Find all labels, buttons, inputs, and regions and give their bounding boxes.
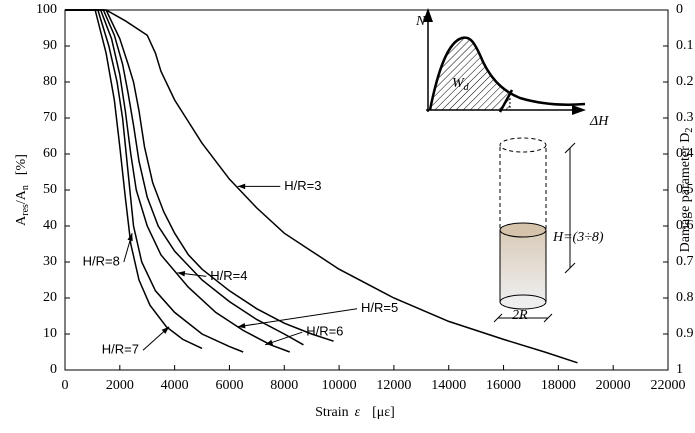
x-tick-label: 4000 bbox=[161, 378, 189, 393]
x-tick-label: 10000 bbox=[322, 378, 357, 393]
y2-tick-label: 0.3 bbox=[676, 110, 694, 125]
y2-tick-label: 0.8 bbox=[676, 290, 694, 305]
y2-axis-label: Damage parameter D2 bbox=[678, 128, 695, 253]
y-tick-label: 30 bbox=[43, 254, 57, 269]
series-label: H/R=5 bbox=[361, 300, 398, 315]
y2-tick-label: 0 bbox=[676, 2, 683, 17]
x-tick-label: 14000 bbox=[431, 378, 466, 393]
y-label-unit: [%] bbox=[14, 154, 29, 175]
y2-tick-label: 0.5 bbox=[676, 182, 694, 197]
series-label: H/R=4 bbox=[210, 268, 247, 283]
series-line bbox=[65, 9, 578, 364]
y-tick-label: 40 bbox=[43, 218, 57, 233]
x-label-unit: [με] bbox=[372, 405, 395, 420]
arrow-head bbox=[127, 233, 133, 242]
work-symbol: W bbox=[452, 76, 465, 91]
y-label-text2: /A bbox=[14, 189, 29, 204]
y-tick-label: 0 bbox=[50, 362, 57, 377]
series-line bbox=[65, 9, 244, 353]
diameter-label: 2R bbox=[512, 308, 528, 323]
y-label-text: A bbox=[14, 215, 29, 226]
work-subscript: d bbox=[464, 82, 470, 93]
x-axis-label: Strain ε [με] bbox=[315, 405, 395, 420]
series-line bbox=[65, 9, 291, 353]
x-tick-label: 22000 bbox=[651, 378, 686, 393]
x-tick-label: 6000 bbox=[215, 378, 243, 393]
y-axis-label: Ares/An [%] bbox=[14, 154, 31, 226]
y-tick-label: 100 bbox=[36, 2, 57, 17]
y2-tick-label: 0.7 bbox=[676, 254, 694, 269]
arrow-head bbox=[237, 322, 246, 329]
y-tick-label: 10 bbox=[43, 326, 57, 341]
y-label-sub2: n bbox=[20, 185, 31, 190]
y2-tick-label: 0.6 bbox=[676, 218, 694, 233]
x-label-text: Strain bbox=[315, 405, 348, 420]
force-label: N bbox=[415, 14, 426, 29]
x-tick-label: 20000 bbox=[596, 378, 631, 393]
inset-cylinder: H=(3÷8) 2R bbox=[493, 137, 604, 323]
series-line bbox=[65, 9, 203, 350]
x-tick-label: 2000 bbox=[106, 378, 134, 393]
y-tick-label: 50 bbox=[43, 182, 57, 197]
displacement-label: ΔH bbox=[589, 114, 609, 129]
work-label: Wd bbox=[452, 76, 470, 93]
x-tick-label: 12000 bbox=[376, 378, 411, 393]
arrow-head bbox=[177, 271, 186, 277]
series-label: H/R=7 bbox=[102, 342, 139, 357]
series-line bbox=[65, 9, 304, 346]
y2-label-text: Damage parameter D bbox=[678, 133, 693, 253]
y-tick-label: 90 bbox=[43, 38, 57, 53]
arrow-head bbox=[161, 326, 170, 334]
x-tick-label: 16000 bbox=[486, 378, 521, 393]
y-tick-label: 80 bbox=[43, 74, 57, 89]
inset-diagram: N ΔH Wd bbox=[415, 8, 609, 129]
series-label: H/R=8 bbox=[83, 253, 120, 268]
y2-tick-label: 0.9 bbox=[676, 326, 694, 341]
arrow-head bbox=[265, 339, 274, 345]
x-label-symbol: ε bbox=[355, 405, 361, 420]
y-tick-label: 70 bbox=[43, 110, 57, 125]
label-arrow bbox=[237, 308, 358, 328]
y2-tick-label: 0.2 bbox=[676, 74, 694, 89]
y2-tick-label: 0.4 bbox=[676, 146, 694, 161]
series-label: H/R=6 bbox=[306, 324, 343, 339]
y2-label-sub: 2 bbox=[684, 128, 695, 133]
x-tick-label: 8000 bbox=[270, 378, 298, 393]
y2-tick-label: 1 bbox=[676, 362, 683, 377]
y-tick-label: 60 bbox=[43, 146, 57, 161]
series-line bbox=[65, 9, 334, 342]
x-tick-label: 0 bbox=[62, 378, 69, 393]
y-label-sub: res bbox=[20, 204, 31, 216]
series-label: H/R=3 bbox=[284, 178, 321, 193]
x-tick-label: 18000 bbox=[541, 378, 576, 393]
height-label: H=(3÷8) bbox=[552, 230, 604, 245]
arrow-head bbox=[237, 183, 246, 190]
y-tick-label: 20 bbox=[43, 290, 57, 305]
y2-tick-label: 0.1 bbox=[676, 38, 694, 53]
